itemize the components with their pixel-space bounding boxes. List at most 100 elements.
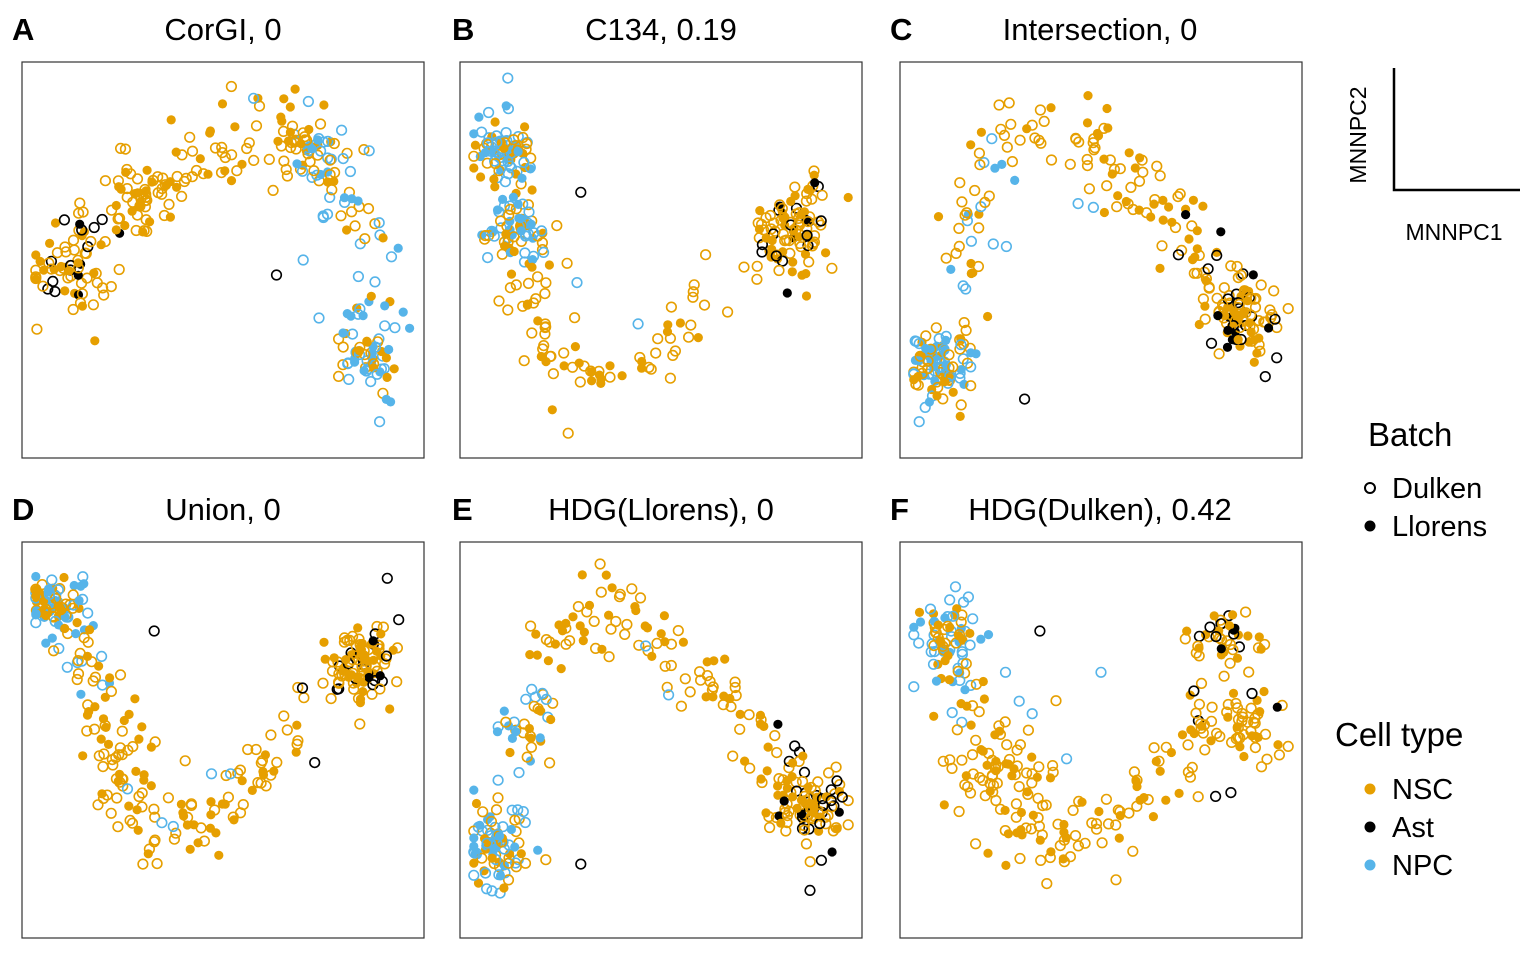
scatter-point (1034, 625, 1046, 637)
scatter-point (141, 225, 153, 237)
scatter-point (500, 127, 512, 139)
scatter-point (822, 767, 835, 779)
scatter-point (1174, 788, 1184, 799)
scatter-point (1264, 323, 1274, 333)
scatter-point (782, 776, 792, 786)
scatter-point (495, 222, 507, 234)
scatter-point (1158, 195, 1168, 205)
scatter-point (570, 342, 581, 352)
scatter-point (1190, 647, 1202, 659)
panel-letter-c: C (890, 12, 912, 47)
scatter-point (391, 642, 404, 654)
scatter-point (58, 214, 71, 226)
scatter-point (471, 798, 482, 809)
scatter-point (956, 754, 968, 766)
scatter-point (1077, 797, 1087, 807)
scatter-point (819, 811, 831, 823)
scatter-point (1073, 136, 1085, 148)
scatter-point (974, 159, 986, 171)
scatter-point (90, 336, 100, 346)
scatter-point (247, 785, 257, 796)
scatter-point (384, 344, 394, 355)
scatter-point (1202, 263, 1214, 275)
scatter-point (1268, 285, 1280, 297)
scatter-point (253, 100, 266, 112)
scatter-point (940, 377, 950, 387)
scatter-point (721, 306, 734, 318)
scatter-point (960, 324, 972, 337)
scatter-point (993, 99, 1005, 111)
scatter-point (1001, 739, 1013, 751)
scatter-point (1204, 621, 1216, 633)
scatter-point (1087, 137, 1099, 149)
scatter-point (389, 322, 401, 334)
scatter-point (50, 218, 61, 228)
scatter-point (566, 361, 579, 373)
scatter-point (526, 683, 538, 696)
scatter-point (976, 634, 986, 644)
scatter-point (61, 661, 73, 673)
scatter-point (366, 291, 376, 301)
panel-title-f: HDG(Dulken), 0.42 (968, 492, 1232, 527)
panel-f: F HDG(Dulken), 0.42 (890, 492, 1303, 939)
scatter-point (1013, 780, 1025, 793)
scatter-point (798, 824, 811, 836)
scatter-point (378, 233, 388, 243)
scatter-point (910, 355, 921, 365)
scatter-point (344, 165, 357, 178)
scatter-point (509, 246, 519, 257)
scatter-point (969, 184, 981, 197)
scatter-point (371, 620, 383, 633)
scatter-point (957, 280, 969, 292)
scatter-point (973, 147, 986, 159)
scatter-point (88, 221, 100, 234)
scatter-point (167, 820, 179, 833)
celltype-marker-nsc (1364, 783, 1376, 795)
scatter-point (720, 654, 730, 664)
scatter-point (953, 805, 965, 818)
scatter-point (924, 397, 935, 407)
scatter-point (510, 842, 520, 852)
scatter-point (338, 636, 351, 648)
scatter-point (353, 633, 365, 645)
scatter-point (1218, 670, 1230, 682)
scatter-point (499, 706, 509, 716)
scatter-point (948, 387, 958, 397)
scatter-point (90, 267, 102, 280)
scatter-point (558, 347, 570, 359)
scatter-point (185, 844, 195, 854)
scatter-point (922, 355, 934, 367)
scatter-point (502, 168, 515, 180)
scatter-point (324, 154, 336, 166)
scatter-point (113, 263, 125, 276)
scatter-point (966, 749, 979, 761)
scatter-point (956, 196, 968, 208)
scatter-point (1151, 160, 1163, 172)
panel-d: D Union, 0 (12, 492, 425, 939)
scatter-point (1186, 725, 1196, 735)
scatter-point (956, 648, 969, 660)
scatter-point (535, 733, 545, 743)
scatter-point (276, 112, 286, 122)
scatter-point (226, 149, 238, 161)
scatter-point (953, 240, 965, 252)
scatter-point (203, 169, 213, 179)
axes-key-xlabel: MNNPC1 (1405, 219, 1502, 245)
scatter-point (940, 613, 950, 623)
scatter-point (1239, 751, 1249, 762)
scatter-point (230, 122, 240, 132)
scatter-point (528, 255, 538, 265)
scatter-point (983, 190, 995, 202)
scatter-point (1237, 711, 1249, 723)
scatter-point (321, 208, 334, 220)
scatter-point (100, 692, 110, 702)
scatter-point (1083, 91, 1093, 101)
scatter-point (773, 790, 783, 800)
scatter-point (1273, 740, 1283, 750)
scatter-point (842, 819, 854, 831)
scatter-point (834, 786, 845, 797)
batch-marker-llorens (1364, 520, 1376, 532)
scatter-point (575, 621, 585, 631)
scatter-point (71, 673, 83, 686)
scatter-point (589, 642, 602, 655)
